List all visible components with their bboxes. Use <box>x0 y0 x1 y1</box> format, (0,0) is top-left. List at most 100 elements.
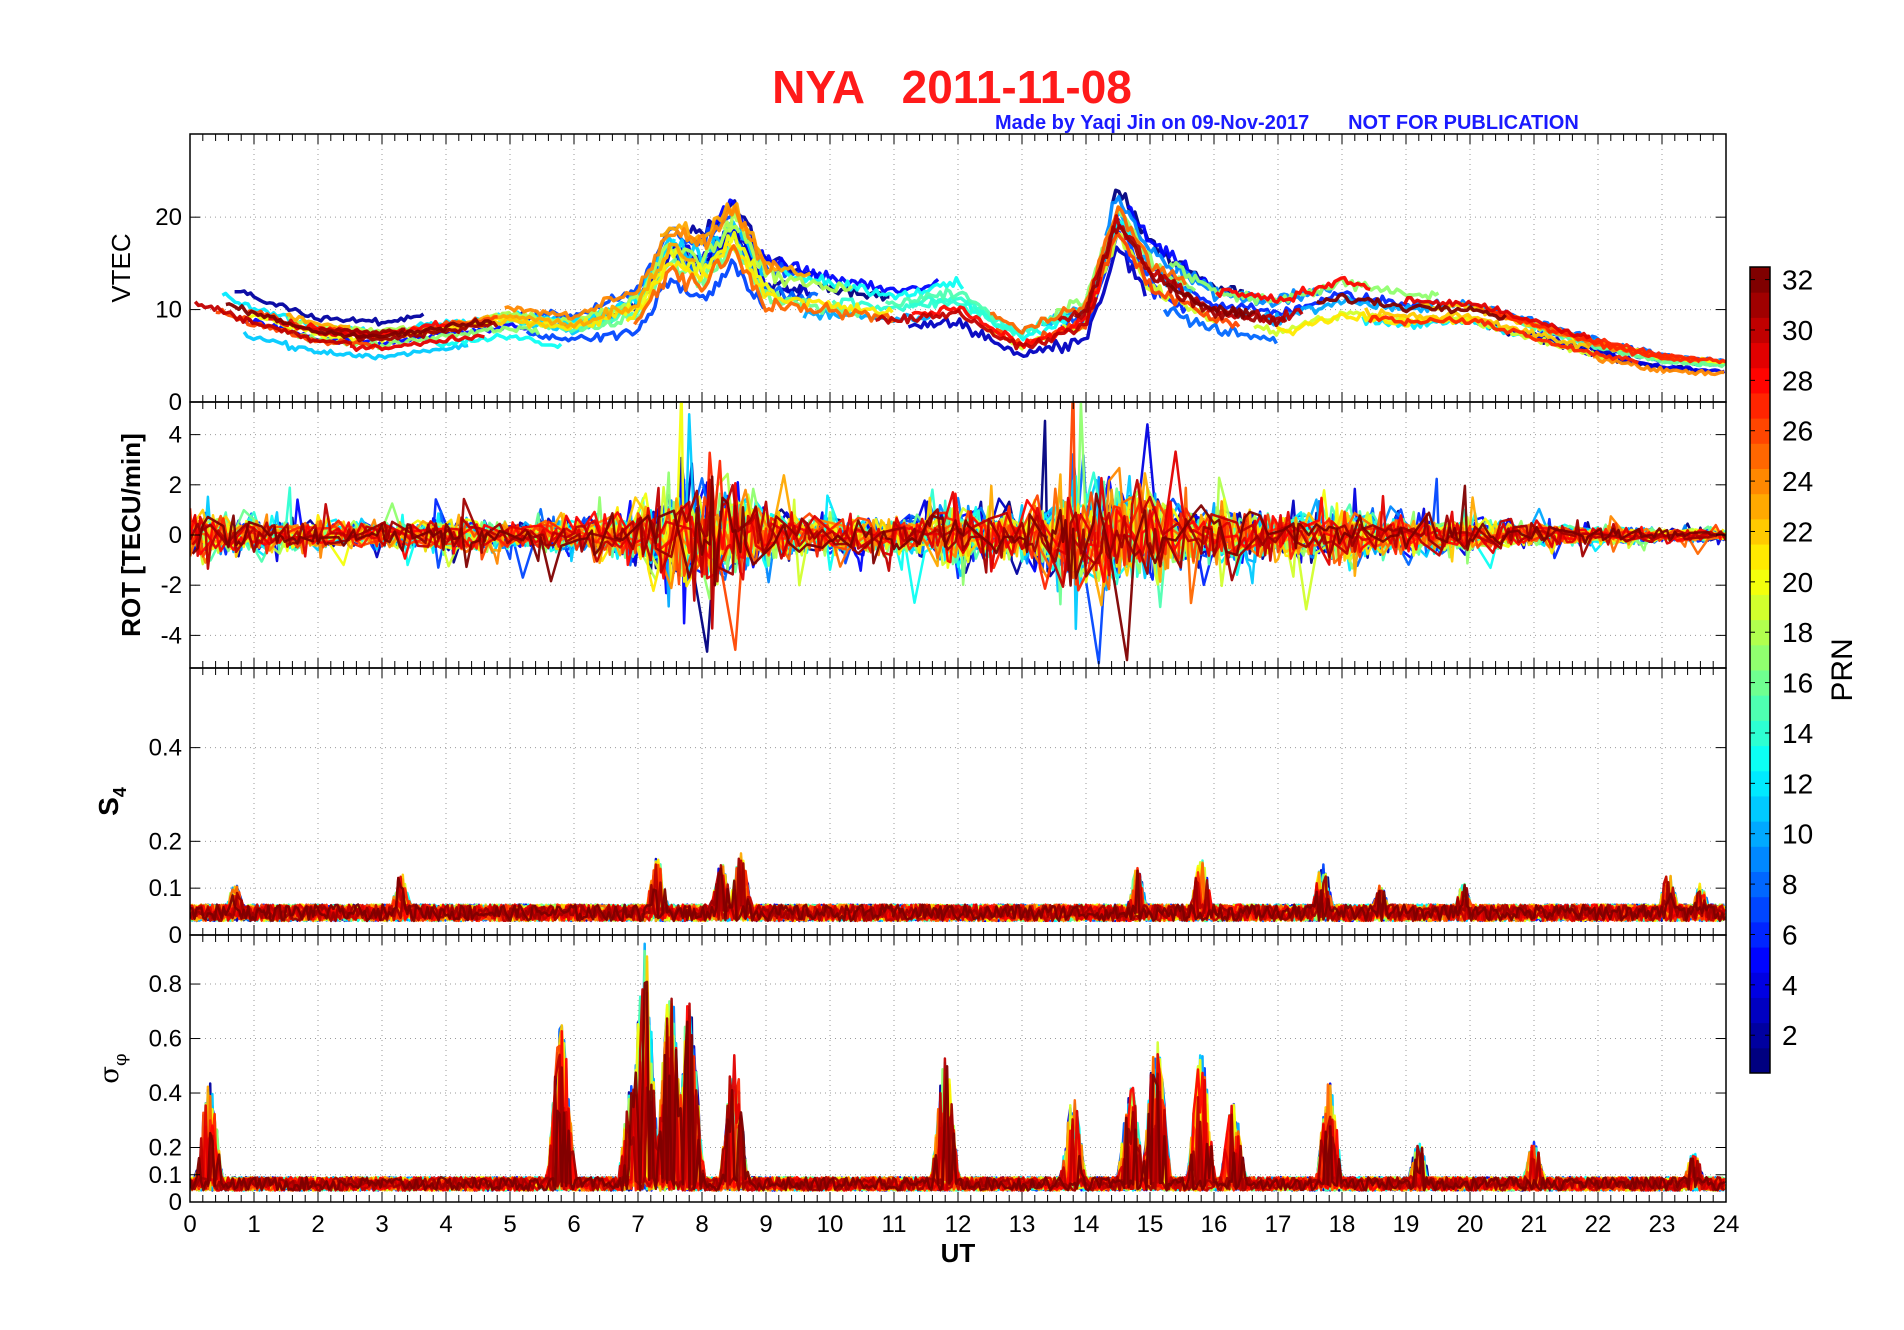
x-tick-label: 9 <box>759 1211 772 1238</box>
prn-trace <box>234 289 425 327</box>
prn-trace <box>193 300 353 346</box>
x-tick-label: 15 <box>1137 1211 1164 1238</box>
prn-trace <box>190 489 1726 582</box>
colorbar-band <box>1750 1022 1770 1049</box>
prn-trace <box>989 205 1188 335</box>
x-ticks <box>189 402 1727 668</box>
colorbar-band <box>1750 1047 1770 1074</box>
colorbar-band <box>1750 569 1770 595</box>
y-tick-label: 0.1 <box>149 1162 182 1189</box>
traces <box>190 852 1726 923</box>
traces <box>190 942 1726 1192</box>
x-tick-label: 2 <box>311 1211 324 1238</box>
x-ticks <box>189 668 1727 935</box>
prn-trace <box>191 478 1720 630</box>
colorbar-band <box>1750 468 1770 495</box>
colorbar-tick-label: 24 <box>1782 466 1813 497</box>
prn-trace <box>242 330 469 361</box>
prn-trace <box>1215 275 1371 304</box>
prn-trace <box>190 991 1725 1192</box>
colorbar-band <box>1750 896 1770 923</box>
y-axis-label: ROT [TECU/min] <box>116 433 146 637</box>
x-tick-label: 3 <box>375 1211 388 1238</box>
colorbar-band <box>1750 947 1770 973</box>
colorbar-tick-label: 18 <box>1782 617 1813 648</box>
colorbar-band <box>1750 695 1770 721</box>
prn-trace <box>831 297 942 312</box>
colorbar-tick-label: 6 <box>1782 919 1798 950</box>
prn-trace <box>504 205 782 321</box>
prn-trace <box>190 980 1726 1192</box>
prn-trace <box>1491 311 1701 364</box>
x-tick-label: 1 <box>247 1211 260 1238</box>
colorbar-label: PRN <box>1826 638 1859 701</box>
colorbar-band <box>1750 493 1770 520</box>
x-tick-label: 0 <box>183 1211 196 1238</box>
prn-trace <box>1162 305 1278 345</box>
y-axis-label: VTEC <box>106 233 136 302</box>
colorbar-band <box>1750 342 1770 369</box>
x-tick-label: 10 <box>817 1211 844 1238</box>
gridlines <box>190 935 1726 1202</box>
prn-trace <box>779 266 965 301</box>
colorbar-tick-label: 26 <box>1782 416 1813 447</box>
x-tick-label: 12 <box>945 1211 972 1238</box>
prn-trace <box>633 244 895 326</box>
y-tick-label: 0 <box>169 389 182 416</box>
y-axis-label: σφ <box>95 1053 131 1083</box>
prn-trace <box>225 302 493 339</box>
colorbar-band <box>1750 367 1770 394</box>
prn-trace <box>1073 224 1288 328</box>
chart-title: NYA 2011-11-08 <box>772 61 1132 113</box>
colorbar-tick-label: 28 <box>1782 365 1813 396</box>
y-ticks <box>190 434 1726 636</box>
y-tick-label: 20 <box>155 204 182 231</box>
gridlines <box>190 668 1726 935</box>
prn-trace <box>191 475 1726 662</box>
prn-trace <box>884 287 996 322</box>
prn-trace <box>936 298 1016 337</box>
prn-trace <box>435 332 563 350</box>
colorbar-band <box>1750 267 1770 293</box>
colorbar-band <box>1750 594 1770 621</box>
y-tick-label: 0 <box>169 522 182 549</box>
y-tick-label: 10 <box>155 297 182 324</box>
prn-trace <box>1164 282 1256 320</box>
colorbar-tick-label: 32 <box>1782 265 1813 296</box>
colorbar-band <box>1750 670 1770 696</box>
panel-s4: 0 0.1 0.2 0.4 S4 <box>93 667 1727 949</box>
x-tick-label: 20 <box>1457 1211 1484 1238</box>
prn-trace <box>349 333 485 352</box>
colorbar-tick-label: 12 <box>1782 768 1813 799</box>
panel-rot: -4 -2 0 2 4 ROT [TECU/min] <box>116 401 1727 669</box>
colorbar-tick-label: 4 <box>1782 970 1798 1001</box>
prn-trace <box>625 241 894 323</box>
colorbar-band <box>1750 745 1770 772</box>
prn-trace <box>874 296 1098 351</box>
colorbar-frame <box>1749 266 1771 1074</box>
x-tick-label: 16 <box>1201 1211 1228 1238</box>
x-tick-label: 18 <box>1329 1211 1356 1238</box>
x-tick-label: 11 <box>882 1211 907 1238</box>
colorbar-band <box>1750 418 1770 444</box>
colorbar-band <box>1750 317 1770 344</box>
colorbar-tick-label: 14 <box>1782 718 1813 749</box>
prn-trace <box>190 867 1726 923</box>
colorbar-tick-label: 22 <box>1782 516 1813 547</box>
prn-trace <box>525 258 766 343</box>
y-tick-label: 0.2 <box>149 828 182 855</box>
colorbar-band <box>1750 821 1770 847</box>
colorbar-band <box>1750 921 1770 948</box>
colorbar-tick-label: 2 <box>1782 1020 1798 1051</box>
colorbar-band <box>1750 720 1770 747</box>
colorbar-band <box>1750 518 1770 545</box>
prn-trace <box>1168 260 1440 306</box>
colorbar-band <box>1750 544 1770 570</box>
x-ticks <box>189 935 1727 1202</box>
colorbar-band <box>1750 770 1770 797</box>
colorbar-band <box>1750 292 1770 318</box>
traces <box>193 188 1726 377</box>
